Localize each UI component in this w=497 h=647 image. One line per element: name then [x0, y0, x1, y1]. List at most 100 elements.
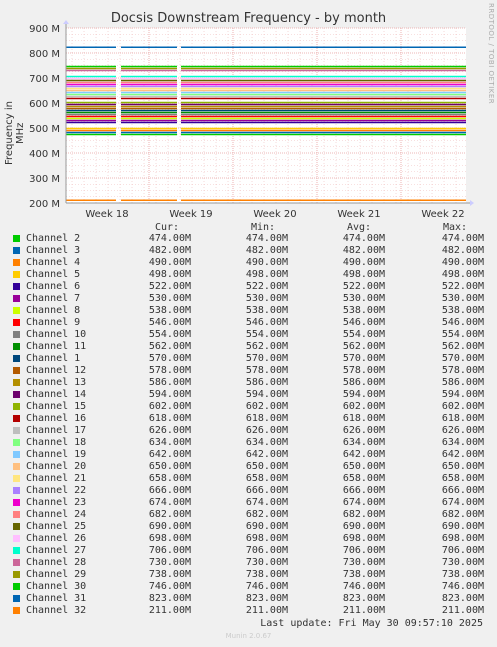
legend-value-cur: 570.00M	[148, 353, 191, 364]
legend-row: Channel 14 594.00M 594.00M 594.00M 594.00M	[0, 389, 497, 401]
y-tick-label: 300 M	[29, 174, 60, 185]
legend-row: Channel 32 211.00M 211.00M 211.00M 211.00M	[0, 605, 497, 617]
legend-value-min: 530.00M	[245, 293, 288, 304]
legend-swatch	[13, 511, 20, 518]
axes	[63, 20, 474, 206]
legend-value-max: 658.00M	[441, 473, 484, 484]
legend-header-min: Min:	[251, 222, 276, 233]
legend-series-name: Channel 8	[26, 305, 81, 316]
legend-swatch	[13, 607, 20, 614]
legend-value-min: 746.00M	[245, 581, 288, 592]
legend-value-cur: 618.00M	[148, 413, 191, 424]
legend-swatch	[13, 415, 20, 422]
legend-swatch	[13, 523, 20, 530]
legend-series-name: Channel 6	[26, 281, 81, 292]
legend-row: Channel 10 554.00M 554.00M 554.00M 554.00M	[0, 329, 497, 341]
legend-value-avg: 682.00M	[342, 509, 385, 520]
legend-swatch	[13, 463, 20, 470]
legend-series-name: Channel 21	[26, 473, 87, 484]
legend-value-max: 578.00M	[441, 365, 484, 376]
last-update: Last update: Fri May 30 09:57:10 2025	[260, 618, 483, 629]
legend-value-avg: 706.00M	[342, 545, 385, 556]
legend-value-cur: 602.00M	[148, 401, 191, 412]
legend-swatch	[13, 439, 20, 446]
legend-swatch	[13, 535, 20, 542]
legend-value-max: 594.00M	[441, 389, 484, 400]
x-tick-label: Week 22	[421, 209, 464, 220]
legend-swatch	[13, 331, 20, 338]
legend-row: Channel 24 682.00M 682.00M 682.00M 682.00M	[0, 509, 497, 521]
legend-value-avg: 698.00M	[342, 533, 385, 544]
legend-value-cur: 706.00M	[148, 545, 191, 556]
legend-series-name: Channel 32	[26, 605, 87, 616]
legend-swatch	[13, 487, 20, 494]
legend-swatch	[13, 295, 20, 302]
legend-series-name: Channel 4	[26, 257, 81, 268]
legend-value-max: 698.00M	[441, 533, 484, 544]
legend-value-cur: 650.00M	[148, 461, 191, 472]
legend-row: Channel 31 823.00M 823.00M 823.00M 823.00M	[0, 593, 497, 605]
legend-swatch	[13, 403, 20, 410]
y-tick-label: 900 M	[29, 24, 60, 35]
legend-swatch	[13, 475, 20, 482]
legend-value-max: 642.00M	[441, 449, 484, 460]
legend-value-min: 554.00M	[245, 329, 288, 340]
legend-value-avg: 586.00M	[342, 377, 385, 388]
legend-swatch	[13, 355, 20, 362]
legend-swatch	[13, 259, 20, 266]
legend-value-min: 474.00M	[245, 233, 288, 244]
legend-swatch	[13, 583, 20, 590]
legend-row: Channel 12 578.00M 578.00M 578.00M 578.00M	[0, 365, 497, 377]
legend-value-avg: 490.00M	[342, 257, 385, 268]
x-tick-label: Week 18	[85, 209, 128, 220]
legend-swatch	[13, 235, 20, 242]
legend-value-cur: 482.00M	[148, 245, 191, 256]
legend-value-avg: 578.00M	[342, 365, 385, 376]
legend-value-min: 690.00M	[245, 521, 288, 532]
legend-row: Channel 17 626.00M 626.00M 626.00M 626.00M	[0, 425, 497, 437]
legend-value-min: 586.00M	[245, 377, 288, 388]
y-tick-label: 400 M	[29, 149, 60, 160]
y-axis-arrow	[63, 20, 69, 24]
legend-value-min: 578.00M	[245, 365, 288, 376]
legend-value-max: 650.00M	[441, 461, 484, 472]
legend-series-name: Channel 5	[26, 269, 81, 280]
legend-series-name: Channel 1	[26, 353, 81, 364]
legend-swatch	[13, 283, 20, 290]
legend-row: Channel 29 738.00M 738.00M 738.00M 738.00M	[0, 569, 497, 581]
legend-row: Channel 22 666.00M 666.00M 666.00M 666.00M	[0, 485, 497, 497]
legend-row: Channel 25 690.00M 690.00M 690.00M 690.00M	[0, 521, 497, 533]
legend-value-cur: 823.00M	[148, 593, 191, 604]
legend-series-name: Channel 10	[26, 329, 87, 340]
legend-row: Channel 15 602.00M 602.00M 602.00M 602.00M	[0, 401, 497, 413]
legend-value-avg: 474.00M	[342, 233, 385, 244]
legend-row: Channel 3 482.00M 482.00M 482.00M 482.00M	[0, 245, 497, 257]
legend-row: Channel 16 618.00M 618.00M 618.00M 618.00M	[0, 413, 497, 425]
legend-value-min: 618.00M	[245, 413, 288, 424]
legend-value-max: 498.00M	[441, 269, 484, 280]
legend-value-min: 522.00M	[245, 281, 288, 292]
legend-value-avg: 642.00M	[342, 449, 385, 460]
legend-series-name: Channel 12	[26, 365, 87, 376]
legend-swatch	[13, 499, 20, 506]
legend-value-max: 211.00M	[441, 605, 484, 616]
legend-series-name: Channel 25	[26, 521, 87, 532]
legend-value-max: 530.00M	[441, 293, 484, 304]
legend-series-name: Channel 26	[26, 533, 87, 544]
legend-series-name: Channel 24	[26, 509, 87, 520]
x-tick-label: Week 20	[253, 209, 296, 220]
legend-value-min: 823.00M	[245, 593, 288, 604]
legend-swatch	[13, 271, 20, 278]
legend-value-avg: 746.00M	[342, 581, 385, 592]
legend-series-name: Channel 30	[26, 581, 87, 592]
legend-value-max: 634.00M	[441, 437, 484, 448]
legend-value-avg: 690.00M	[342, 521, 385, 532]
legend-value-max: 746.00M	[441, 581, 484, 592]
legend-value-max: 586.00M	[441, 377, 484, 388]
legend-value-min: 570.00M	[245, 353, 288, 364]
legend-value-cur: 474.00M	[148, 233, 191, 244]
legend-value-max: 474.00M	[441, 233, 484, 244]
legend-row: Channel 27 706.00M 706.00M 706.00M 706.00M	[0, 545, 497, 557]
legend-value-max: 626.00M	[441, 425, 484, 436]
legend-swatch	[13, 367, 20, 374]
